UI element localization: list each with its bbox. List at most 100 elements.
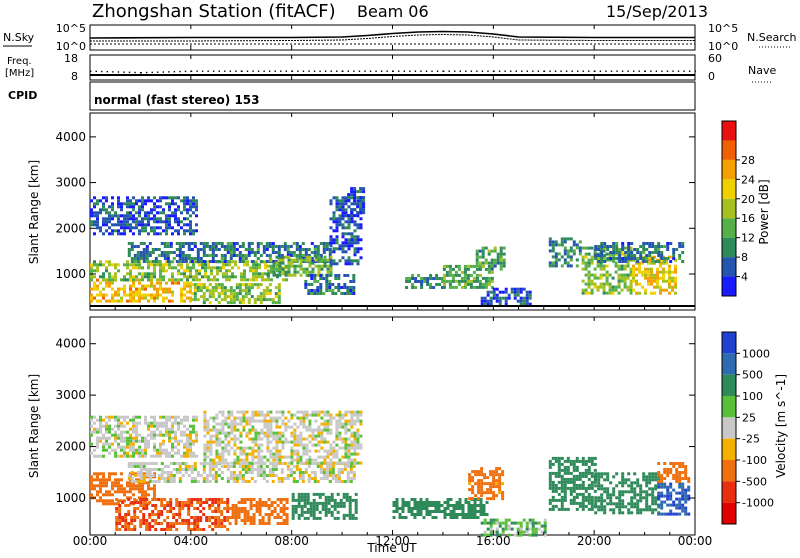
heatmap-cell xyxy=(633,493,636,496)
heatmap-cell xyxy=(627,254,630,257)
heatmap-cell xyxy=(269,245,272,248)
heatmap-cell xyxy=(99,260,102,263)
heatmap-cell xyxy=(624,260,627,263)
heatmap-cell xyxy=(161,477,164,480)
heatmap-cell xyxy=(477,510,480,513)
heatmap-cell xyxy=(176,471,179,474)
heatmap-cell xyxy=(573,243,576,246)
heatmap-cell xyxy=(582,256,585,259)
heatmap-cell xyxy=(549,487,552,490)
heatmap-cell xyxy=(108,282,111,285)
heatmap-cell xyxy=(561,508,564,511)
heatmap-cell xyxy=(526,522,529,525)
heatmap-cell xyxy=(296,459,299,462)
heatmap-cell xyxy=(174,278,177,281)
heatmap-cell xyxy=(292,496,295,499)
heatmap-cell xyxy=(133,507,136,510)
heatmap-cell xyxy=(567,237,570,240)
heatmap-cell xyxy=(145,528,148,531)
heatmap-cell xyxy=(678,254,681,257)
heatmap-cell xyxy=(146,471,149,474)
heatmap-cell xyxy=(348,256,351,259)
heatmap-cell xyxy=(647,274,650,277)
heatmap-cell xyxy=(317,432,320,435)
heatmap-cell xyxy=(332,456,335,459)
heatmap-cell xyxy=(645,490,648,493)
heatmap-cell xyxy=(254,441,257,444)
heatmap-cell xyxy=(304,496,307,499)
heatmap-cell xyxy=(471,488,474,491)
frequency-point xyxy=(454,71,455,72)
heatmap-cell xyxy=(102,272,105,275)
heatmap-cell xyxy=(218,432,221,435)
heatmap-cell xyxy=(529,291,532,294)
heatmap-cell xyxy=(186,282,189,285)
heatmap-cell xyxy=(96,300,99,303)
heatmap-cell xyxy=(342,217,345,220)
heatmap-cell xyxy=(615,484,618,487)
heatmap-cell xyxy=(476,280,479,283)
heatmap-cell xyxy=(299,459,302,462)
heatmap-cell xyxy=(470,274,473,277)
heatmap-cell xyxy=(477,479,480,482)
heatmap-cell xyxy=(230,462,233,465)
heatmap-cell xyxy=(492,473,495,476)
heatmap-cell xyxy=(480,501,483,504)
heatmap-cell xyxy=(681,242,684,245)
heatmap-cell xyxy=(594,257,597,260)
heatmap-cell xyxy=(233,429,236,432)
heatmap-cell xyxy=(359,414,362,417)
heatmap-cell xyxy=(570,472,573,475)
heatmap-cell xyxy=(426,501,429,504)
heatmap-cell xyxy=(250,504,253,507)
heatmap-cell xyxy=(177,217,180,220)
heatmap-cell xyxy=(356,447,359,450)
heatmap-cell xyxy=(359,447,362,450)
heatmap-cell xyxy=(129,440,132,443)
heatmap-cell xyxy=(497,256,500,259)
heatmap-cell xyxy=(508,297,511,300)
heatmap-cell xyxy=(480,491,483,494)
heatmap-cell xyxy=(464,283,467,286)
heatmap-cell xyxy=(561,463,564,466)
heatmap-cell xyxy=(248,298,251,301)
heatmap-cell xyxy=(450,498,453,501)
heatmap-cell xyxy=(558,457,561,460)
heatmap-cell xyxy=(310,274,313,277)
heatmap-cell xyxy=(481,300,484,303)
heatmap-cell xyxy=(500,253,503,256)
heatmap-cell xyxy=(654,484,657,487)
heatmap-cell xyxy=(266,298,269,301)
heatmap-cell xyxy=(663,483,666,486)
heatmap-cell xyxy=(594,478,597,481)
heatmap-cell xyxy=(532,534,535,537)
heatmap-cell xyxy=(354,247,357,250)
heatmap-cell xyxy=(399,507,402,510)
heatmap-cell xyxy=(362,205,365,208)
heatmap-cell xyxy=(215,414,218,417)
heatmap-cell xyxy=(120,487,123,490)
heatmap-cell xyxy=(168,428,171,431)
heatmap-cell xyxy=(338,411,341,414)
heatmap-cell xyxy=(173,477,176,480)
heatmap-cell xyxy=(609,289,612,292)
heatmap-cell xyxy=(253,519,256,522)
heatmap-cell xyxy=(330,268,333,271)
heatmap-cell xyxy=(644,292,647,295)
heatmap-cell xyxy=(498,491,501,494)
heatmap-cell xyxy=(320,423,323,426)
heatmap-cell xyxy=(147,232,150,235)
heatmap-cell xyxy=(153,455,156,458)
heatmap-cell xyxy=(405,286,408,289)
heatmap-cell xyxy=(218,459,221,462)
heatmap-cell xyxy=(247,516,250,519)
heatmap-cell xyxy=(126,431,129,434)
heatmap-cell xyxy=(341,438,344,441)
heatmap-cell xyxy=(316,505,319,508)
heatmap-cell xyxy=(347,196,350,199)
heatmap-cell xyxy=(659,277,662,280)
heatmap-cell xyxy=(93,263,96,266)
heatmap-cell xyxy=(588,274,591,277)
heatmap-cell xyxy=(93,288,96,291)
